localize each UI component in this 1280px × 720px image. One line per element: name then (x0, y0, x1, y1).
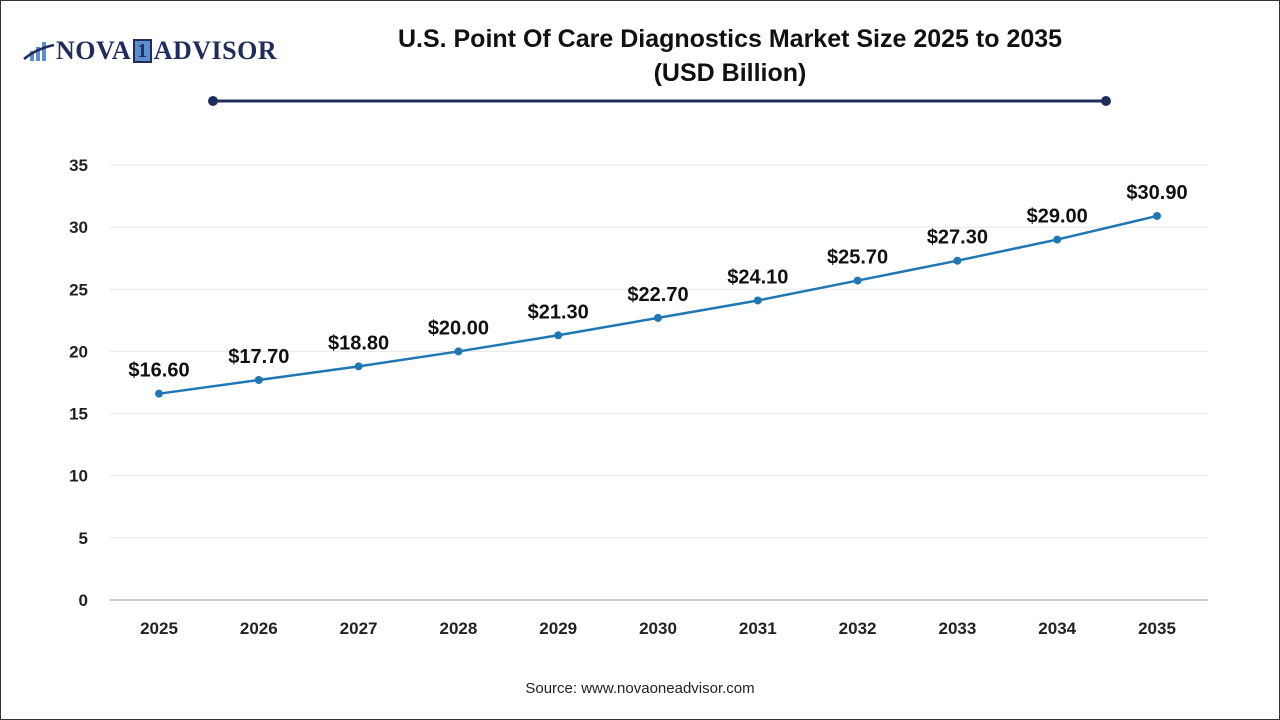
y-tick-label: 35 (69, 156, 88, 175)
data-point (953, 256, 962, 265)
title-rule-dot-left (208, 96, 218, 106)
x-tick-label: 2025 (140, 619, 178, 638)
data-label: $29.00 (1027, 206, 1088, 228)
x-tick-label: 2035 (1138, 619, 1176, 638)
x-tick-label: 2034 (1038, 619, 1076, 638)
logo-text-right: ADVISOR (153, 36, 278, 65)
y-tick-label: 15 (69, 405, 88, 424)
data-point (254, 376, 263, 385)
data-point (654, 313, 662, 322)
y-tick-label: 0 (79, 591, 88, 610)
data-point (155, 389, 163, 398)
data-label: $16.60 (128, 360, 189, 382)
data-label: $17.70 (228, 346, 289, 368)
data-label: $30.90 (1126, 182, 1187, 204)
data-point (454, 347, 463, 356)
x-tick-label: 2031 (739, 619, 777, 638)
x-tick-label: 2032 (839, 619, 877, 638)
data-point (753, 296, 762, 305)
data-label: $24.10 (727, 266, 788, 288)
data-label: $25.70 (827, 247, 888, 269)
x-tick-label: 2028 (439, 619, 477, 638)
data-label: $22.70 (627, 284, 688, 306)
logo-text: NOVA (56, 36, 132, 65)
chart-title: U.S. Point Of Care Diagnostics Market Si… (300, 22, 1160, 90)
data-label: $27.30 (927, 227, 988, 249)
data-point (1153, 211, 1161, 220)
nova-advisor-logo: NOVA 1 ADVISOR (22, 36, 277, 66)
title-line-2: (USD Billion) (653, 59, 807, 87)
logo-one: 1 (133, 39, 152, 63)
title-line-1: U.S. Point Of Care Diagnostics Market Si… (397, 25, 1063, 53)
data-label: $18.80 (328, 332, 389, 354)
y-tick-label: 5 (79, 529, 88, 548)
x-tick-label: 2026 (240, 619, 278, 638)
data-point (354, 362, 363, 371)
data-point (853, 276, 862, 285)
data-point (554, 331, 563, 340)
x-tick-label: 2027 (340, 619, 378, 638)
x-tick-label: 2029 (539, 619, 577, 638)
x-tick-label: 2033 (938, 619, 976, 638)
title-rule-dot-right (1101, 96, 1111, 106)
x-tick-label: 2030 (639, 619, 677, 638)
data-label: $20.00 (428, 317, 489, 339)
bar-chart-icon (23, 42, 55, 61)
y-tick-label: 30 (69, 218, 88, 237)
y-tick-label: 10 (69, 467, 88, 486)
source-text: Source: www.novaoneadvisor.com (525, 680, 755, 697)
data-label: $21.30 (528, 301, 589, 323)
data-point (1053, 235, 1062, 244)
y-tick-label: 20 (69, 342, 88, 361)
y-tick-label: 25 (69, 280, 88, 299)
